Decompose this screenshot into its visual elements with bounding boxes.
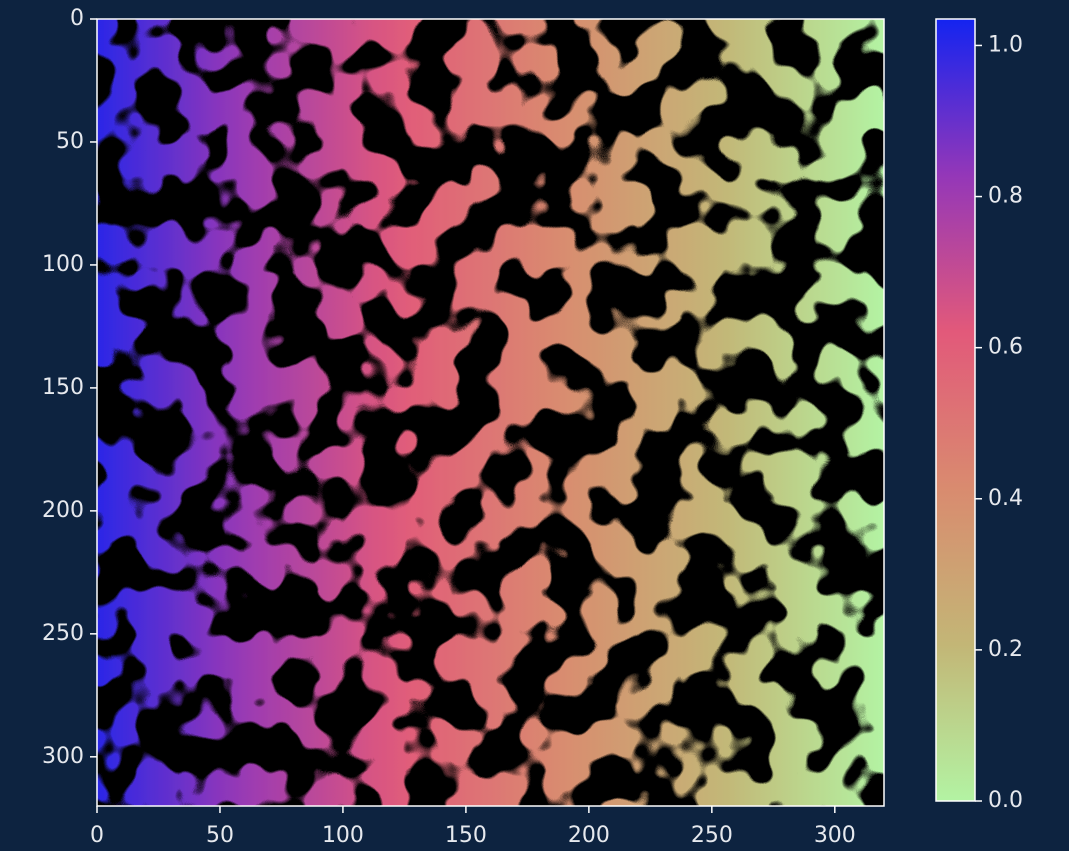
colorbar-tick-label: 1.0 — [988, 32, 1023, 57]
colorbar-tick-label: 0.4 — [988, 486, 1023, 511]
colorbar-tick-label: 0.6 — [988, 335, 1023, 360]
x-tick-label: 50 — [206, 823, 234, 848]
y-tick-label: 250 — [42, 621, 84, 646]
y-tick-label: 150 — [42, 375, 84, 400]
colorbar-tick-label: 0.8 — [988, 184, 1023, 209]
y-tick-label: 50 — [56, 129, 84, 154]
page: 0 50 100 150 200 250 300 0 50 100 150 200 250 300 0.0 0… — [0, 0, 1069, 851]
colorbar-tick-label: 0.0 — [988, 788, 1023, 813]
y-tick-label: 200 — [42, 498, 84, 523]
x-tick-label: 250 — [691, 823, 733, 848]
x-tick-label: 150 — [445, 823, 487, 848]
y-tick-label: 100 — [42, 252, 84, 277]
image — [97, 19, 884, 806]
y-tick-label: 300 — [42, 744, 84, 769]
y-tick-label: 0 — [70, 6, 84, 31]
chart: 0 50 100 150 200 250 300 0 50 100 150 200 250 300 0.0 0… — [0, 0, 1069, 851]
colorbar-tick-label: 0.2 — [988, 637, 1023, 662]
colorbar — [936, 19, 975, 801]
x-tick-label: 200 — [568, 823, 610, 848]
x-tick-label: 100 — [322, 823, 364, 848]
x-tick-label: 300 — [814, 823, 856, 848]
x-tick-label: 0 — [90, 823, 104, 848]
